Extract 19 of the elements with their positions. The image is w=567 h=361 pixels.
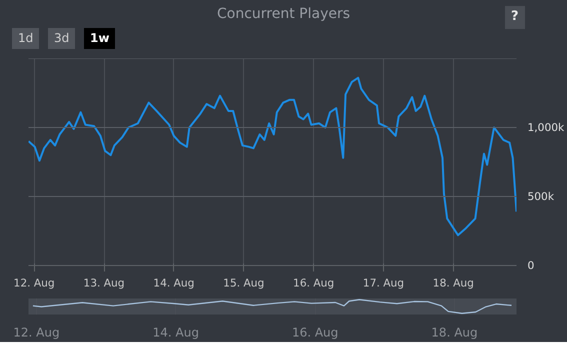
x-tick-label: 12. Aug (14, 276, 55, 290)
x-tick-label: 17. Aug (362, 276, 404, 290)
y-tick-label: 500k (528, 190, 555, 203)
x-tick-label: 13. Aug (83, 276, 125, 290)
x-tick-label: 12. Aug (13, 326, 60, 340)
x-tick-label: 16. Aug (292, 326, 338, 340)
text: 1w (84, 28, 116, 50)
text: 3d (48, 28, 76, 50)
chart-title: Concurrent Players (216, 6, 350, 22)
text: 1d (12, 28, 40, 50)
y-tick-label: 1,000k (528, 121, 566, 134)
x-tick-label: 14. Aug (152, 326, 199, 340)
y-tick-label: 0 (528, 259, 534, 272)
x-tick-label: 18. Aug (431, 326, 478, 340)
x-tick-label: 18. Aug (432, 276, 474, 290)
x-tick-label: 16. Aug (293, 276, 334, 290)
text: ? (505, 6, 525, 29)
x-tick-label: 15. Aug (223, 276, 264, 290)
x-tick-label: 14. Aug (153, 276, 194, 290)
